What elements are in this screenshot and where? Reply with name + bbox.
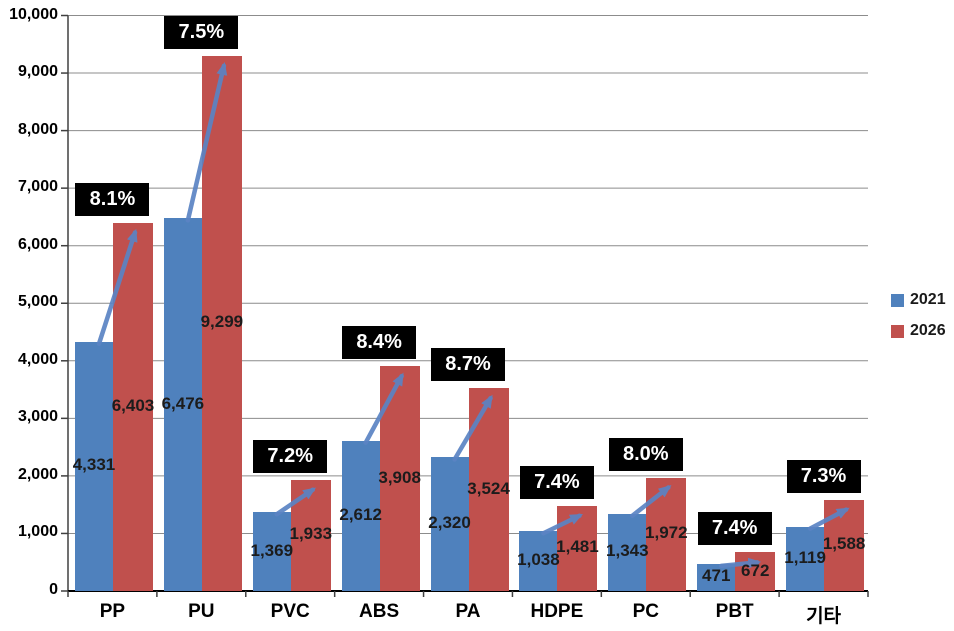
legend: 2021 2026 bbox=[891, 291, 946, 339]
growth-badge-PU: 7.5% bbox=[164, 15, 239, 49]
value-label-2021-기타: 1,119 bbox=[784, 547, 826, 567]
x-category-label-HDPE: HDPE bbox=[530, 601, 584, 622]
y-tick-label: 2,000 bbox=[17, 465, 58, 483]
bar-2021-PBT bbox=[697, 563, 736, 591]
growth-badge-ABS: 8.4% bbox=[342, 326, 417, 360]
value-label-2026-기타: 1,588 bbox=[822, 534, 866, 554]
legend-item-2021: 2021 bbox=[891, 291, 946, 308]
value-label-2021-ABS: 2,612 bbox=[339, 504, 382, 524]
y-tick-label: 10,000 bbox=[9, 5, 58, 23]
bar-2021-PA bbox=[430, 457, 469, 591]
growth-badge-PC: 8.0% bbox=[608, 437, 683, 471]
value-label-2026-PU: 9,299 bbox=[200, 312, 244, 332]
value-label-2021-PU: 6,476 bbox=[161, 393, 205, 413]
y-tick-label: 8,000 bbox=[17, 120, 58, 138]
y-tick-label: 5,000 bbox=[17, 293, 58, 311]
x-category-label-PBT: PBT bbox=[715, 601, 754, 622]
x-category-label-기타: 기타 bbox=[806, 606, 842, 627]
value-label-2021-PC: 1,343 bbox=[606, 541, 649, 561]
value-label-2021-PP: 4,331 bbox=[72, 455, 116, 475]
y-tick-label: 3,000 bbox=[17, 408, 58, 426]
y-tick-label: 6,000 bbox=[17, 235, 58, 253]
value-label-2021-PA: 2,320 bbox=[428, 513, 471, 533]
y-tick-label: 1,000 bbox=[17, 523, 58, 541]
y-tick-label: 0 bbox=[49, 581, 58, 598]
legend-swatch-2026 bbox=[891, 324, 904, 338]
growth-badge-PBT: 7.4% bbox=[697, 512, 772, 546]
value-label-2026-HDPE: 1,481 bbox=[556, 537, 599, 557]
y-tick-label: 7,000 bbox=[17, 178, 58, 196]
value-label-2021-PBT: 471 bbox=[702, 566, 731, 586]
growth-badge-PA: 8.7% bbox=[431, 348, 505, 382]
value-label-2021-PVC: 1,369 bbox=[250, 540, 294, 560]
x-category-label-PC: PC bbox=[632, 601, 659, 622]
value-label-2021-HDPE: 1,038 bbox=[517, 550, 560, 570]
growth-badge-PVC: 7.2% bbox=[253, 439, 328, 473]
value-label-2026-PVC: 1,933 bbox=[289, 524, 333, 544]
legend-item-2026: 2026 bbox=[891, 322, 946, 339]
growth-badge-PP: 8.1% bbox=[75, 182, 150, 216]
legend-swatch-2021 bbox=[891, 293, 904, 307]
x-category-label-PA: PA bbox=[455, 601, 481, 622]
growth-badge-HDPE: 7.4% bbox=[519, 465, 594, 499]
bar-2021-기타 bbox=[786, 526, 825, 591]
y-tick-label: 9,000 bbox=[17, 63, 58, 81]
legend-label-2021: 2021 bbox=[910, 291, 946, 308]
bar-2021-PU bbox=[163, 218, 202, 591]
value-label-2026-PP: 6,403 bbox=[111, 395, 155, 415]
bar-2021-PC bbox=[608, 513, 647, 591]
legend-label-2026: 2026 bbox=[910, 322, 946, 339]
y-tick-label: 4,000 bbox=[17, 350, 58, 368]
bar-2021-PVC bbox=[252, 512, 291, 591]
value-label-2026-ABS: 3,908 bbox=[378, 467, 421, 487]
bar-2021-ABS bbox=[341, 440, 380, 591]
growth-badge-기타: 7.3% bbox=[786, 459, 861, 493]
x-category-label-PVC: PVC bbox=[270, 601, 310, 622]
bar-2021-PP bbox=[75, 341, 113, 591]
value-label-2026-PA: 3,524 bbox=[467, 478, 510, 498]
bar-2021-HDPE bbox=[519, 531, 558, 591]
value-label-2026-PC: 1,972 bbox=[645, 523, 688, 543]
x-category-label-ABS: ABS bbox=[359, 601, 400, 622]
x-category-label-PP: PP bbox=[99, 601, 126, 622]
x-category-label-PU: PU bbox=[188, 601, 215, 622]
